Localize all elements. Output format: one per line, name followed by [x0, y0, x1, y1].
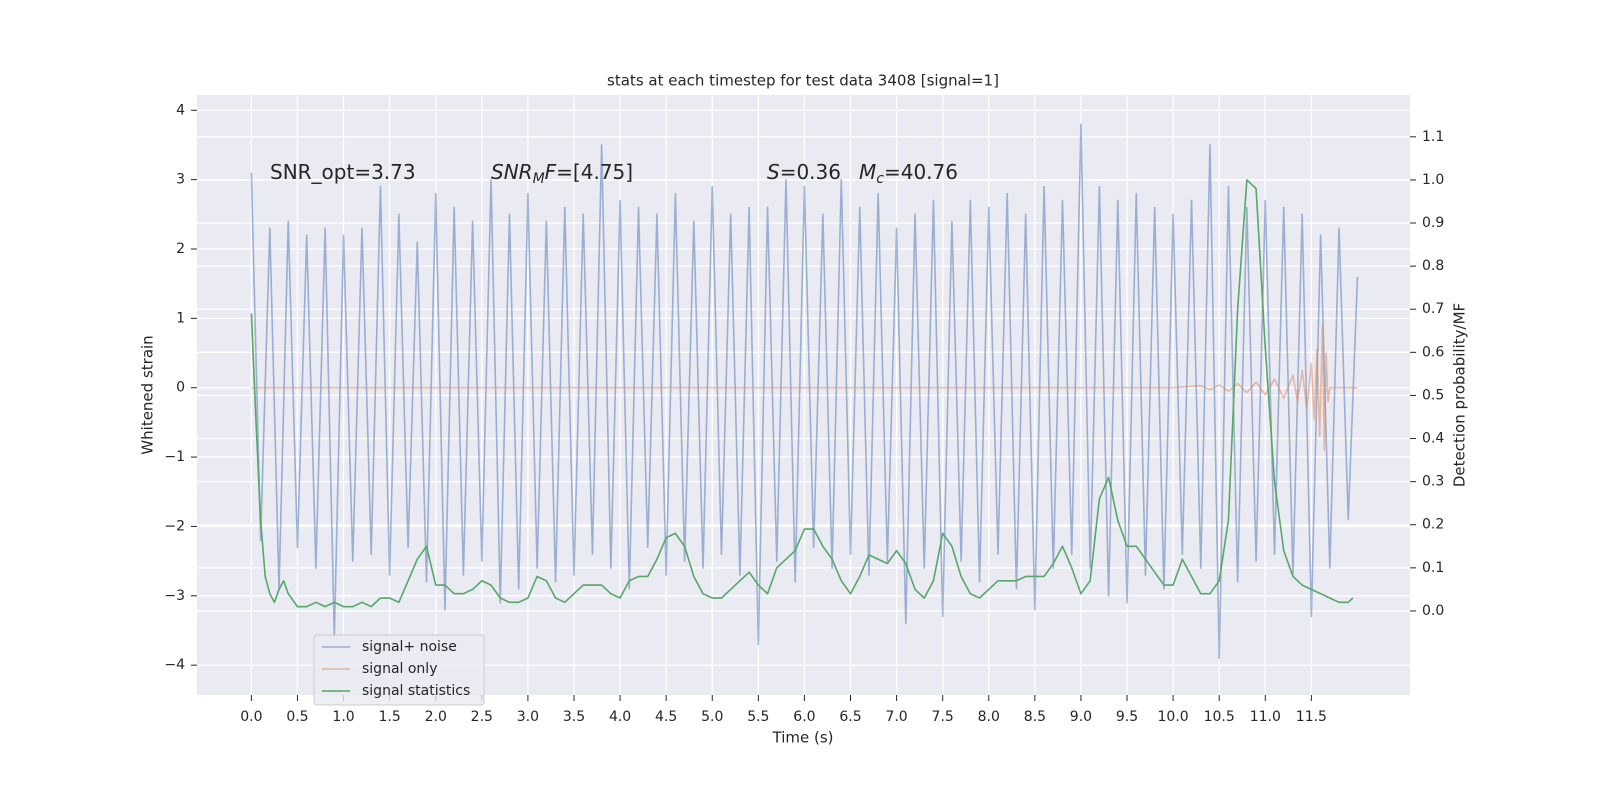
series-line: [251, 324, 1358, 451]
legend-label: signal statistics: [362, 683, 470, 699]
x-tick-label: 8.5: [1024, 709, 1046, 725]
y-tick-label: −2: [164, 518, 185, 534]
x-tick-label: 8.0: [978, 709, 1000, 725]
x-tick-label: 0.5: [286, 709, 308, 725]
x-tick-label: 2.0: [425, 709, 447, 725]
y-tick-label: 1: [176, 310, 185, 326]
series-line: [250, 179, 1354, 608]
annotation-part: c: [876, 171, 884, 187]
x-axis-label: Time (s): [772, 729, 834, 747]
annotation-part: S: [767, 160, 780, 184]
annotation-part: SNR_opt=3.73: [270, 160, 416, 184]
x-tick-label: 2.5: [471, 709, 493, 725]
legend-box: [313, 634, 485, 706]
x-tick-label: 11.5: [1296, 709, 1327, 725]
x-tick-label: 0.0: [240, 709, 262, 725]
x-tick-label: 6.0: [793, 709, 815, 725]
x-tick-label: 7.5: [932, 709, 954, 725]
y2-tick-label: 0.8: [1422, 258, 1444, 274]
y2-tick-label: 0.6: [1422, 344, 1444, 360]
legend-label: signal+ noise: [362, 639, 457, 655]
x-tick-label: 10.5: [1204, 709, 1235, 725]
x-tick-label: 1.0: [332, 709, 354, 725]
y2-tick-label: 0.5: [1422, 387, 1444, 403]
legend-label: signal only: [362, 661, 437, 677]
series-line: [250, 123, 1359, 660]
y2-tick-label: 0.2: [1422, 517, 1444, 533]
x-tick-label: 10.0: [1158, 709, 1189, 725]
annotation-part: SNR: [491, 160, 533, 184]
legend: signal+ noise signal only signal statistic…: [313, 634, 485, 706]
y-tick-label: 2: [176, 241, 185, 257]
annotation: Mc=40.76: [859, 160, 958, 188]
y-tick-label: 0: [176, 380, 185, 396]
annotation: SNR_opt=3.73: [270, 160, 416, 184]
y-tick-label: −3: [164, 588, 185, 604]
y2-tick-label: 1.1: [1422, 129, 1444, 145]
y2-tick-label: 0.9: [1422, 215, 1444, 231]
x-tick-label: 11.0: [1250, 709, 1281, 725]
y2-tick-label: 0.3: [1422, 474, 1444, 490]
annotation: SNRMF=[4.75]: [491, 160, 633, 188]
x-tick-label: 5.5: [747, 709, 769, 725]
x-tick-label: 3.5: [563, 709, 585, 725]
x-tick-label: 9.5: [1116, 709, 1138, 725]
ticks: 0.0 0.5 1.0 1.5 2.0 2.5 3.0 3.5 4.0 4.5 5.0 5.5 6.0 6…: [164, 102, 1444, 725]
y2-tick-label: 0.0: [1422, 603, 1444, 619]
x-tick-label: 7.0: [885, 709, 907, 725]
annotation-part: F: [545, 160, 557, 184]
y2-tick-label: 0.7: [1422, 301, 1444, 317]
x-tick-label: 4.5: [655, 709, 677, 725]
y2-tick-label: 1.0: [1422, 172, 1444, 188]
y-tick-label: 4: [176, 102, 185, 118]
y-axis-label: Whitened strain: [139, 335, 157, 454]
annotation-part: =[4.75]: [556, 160, 633, 184]
y2-tick-label: 0.1: [1422, 560, 1444, 576]
y2-axis-label: Detection probability/MF: [1451, 303, 1469, 487]
annotation-part: M: [533, 171, 545, 187]
x-tick-label: 3.0: [517, 709, 539, 725]
x-tick-label: 5.0: [701, 709, 723, 725]
x-tick-label: 9.0: [1070, 709, 1092, 725]
x-tick-label: 4.0: [609, 709, 631, 725]
annotations: SNR_opt=3.73 SNRMF=[4.75] S=0.36 Mc=40.76: [270, 160, 958, 188]
annotation-part: =0.36: [780, 160, 841, 184]
y-tick-label: 3: [176, 172, 185, 188]
annotation-part: M: [859, 160, 876, 184]
x-tick-label: 6.5: [839, 709, 861, 725]
y-tick-label: −1: [164, 449, 185, 465]
annotation: S=0.36: [767, 160, 841, 184]
y-tick-label: −4: [164, 657, 185, 673]
y2-tick-label: 0.4: [1422, 431, 1444, 447]
lines: [250, 123, 1359, 660]
annotation-part: =40.76: [884, 160, 958, 184]
x-tick-label: 1.5: [379, 709, 401, 725]
chart-title: stats at each timestep for test data 340…: [607, 72, 999, 90]
